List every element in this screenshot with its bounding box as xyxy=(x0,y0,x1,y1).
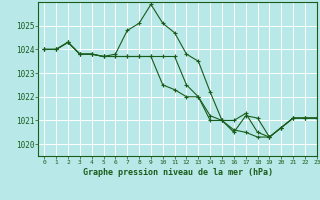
X-axis label: Graphe pression niveau de la mer (hPa): Graphe pression niveau de la mer (hPa) xyxy=(83,168,273,177)
